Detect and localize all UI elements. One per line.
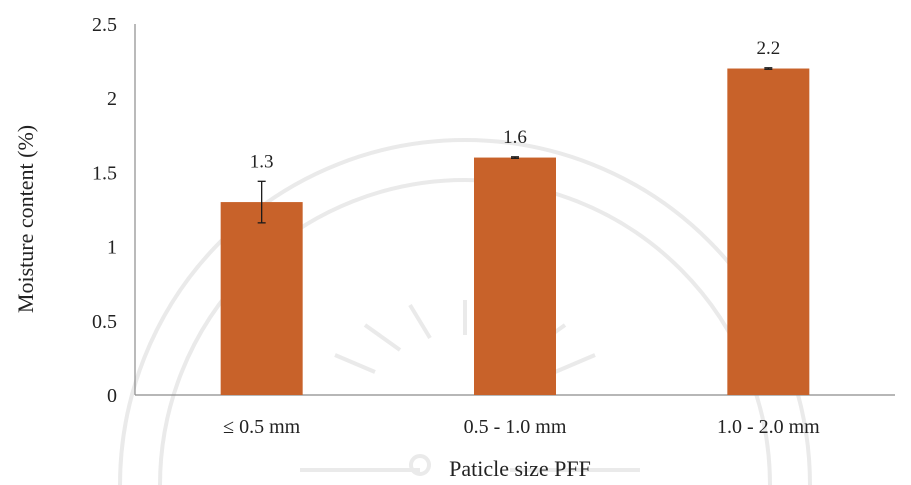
data-label: 1.6 [503, 127, 527, 148]
data-labels-group: 1.3 1.6 2.2 [250, 38, 780, 173]
category-labels-group: ≤ 0.5 mm 0.5 - 1.0 mm 1.0 - 2.0 mm [223, 416, 820, 438]
y-tick-label: 0 [107, 385, 117, 407]
bars-group [220, 68, 810, 396]
x-axis-title: Paticle size PFF [449, 456, 591, 481]
y-tick-label: 2 [107, 88, 117, 110]
x-tick-label: ≤ 0.5 mm [223, 416, 301, 438]
y-axis-ticks: 0 0.5 1 1.5 2 2.5 [92, 14, 117, 407]
y-tick-label: 2.5 [92, 14, 117, 36]
bar [220, 202, 303, 395]
bar [727, 68, 810, 396]
x-tick-label: 1.0 - 2.0 mm [717, 416, 820, 438]
y-tick-label: 1 [107, 237, 117, 259]
bar [474, 157, 556, 395]
y-tick-label: 1.5 [92, 162, 117, 184]
data-label: 1.3 [250, 151, 274, 172]
y-tick-label: 0.5 [92, 311, 117, 333]
error-bars-group [257, 67, 773, 224]
data-label: 2.2 [756, 38, 780, 59]
x-tick-label: 0.5 - 1.0 mm [464, 416, 567, 438]
y-axis-title: Moisture content (%) [13, 125, 38, 313]
